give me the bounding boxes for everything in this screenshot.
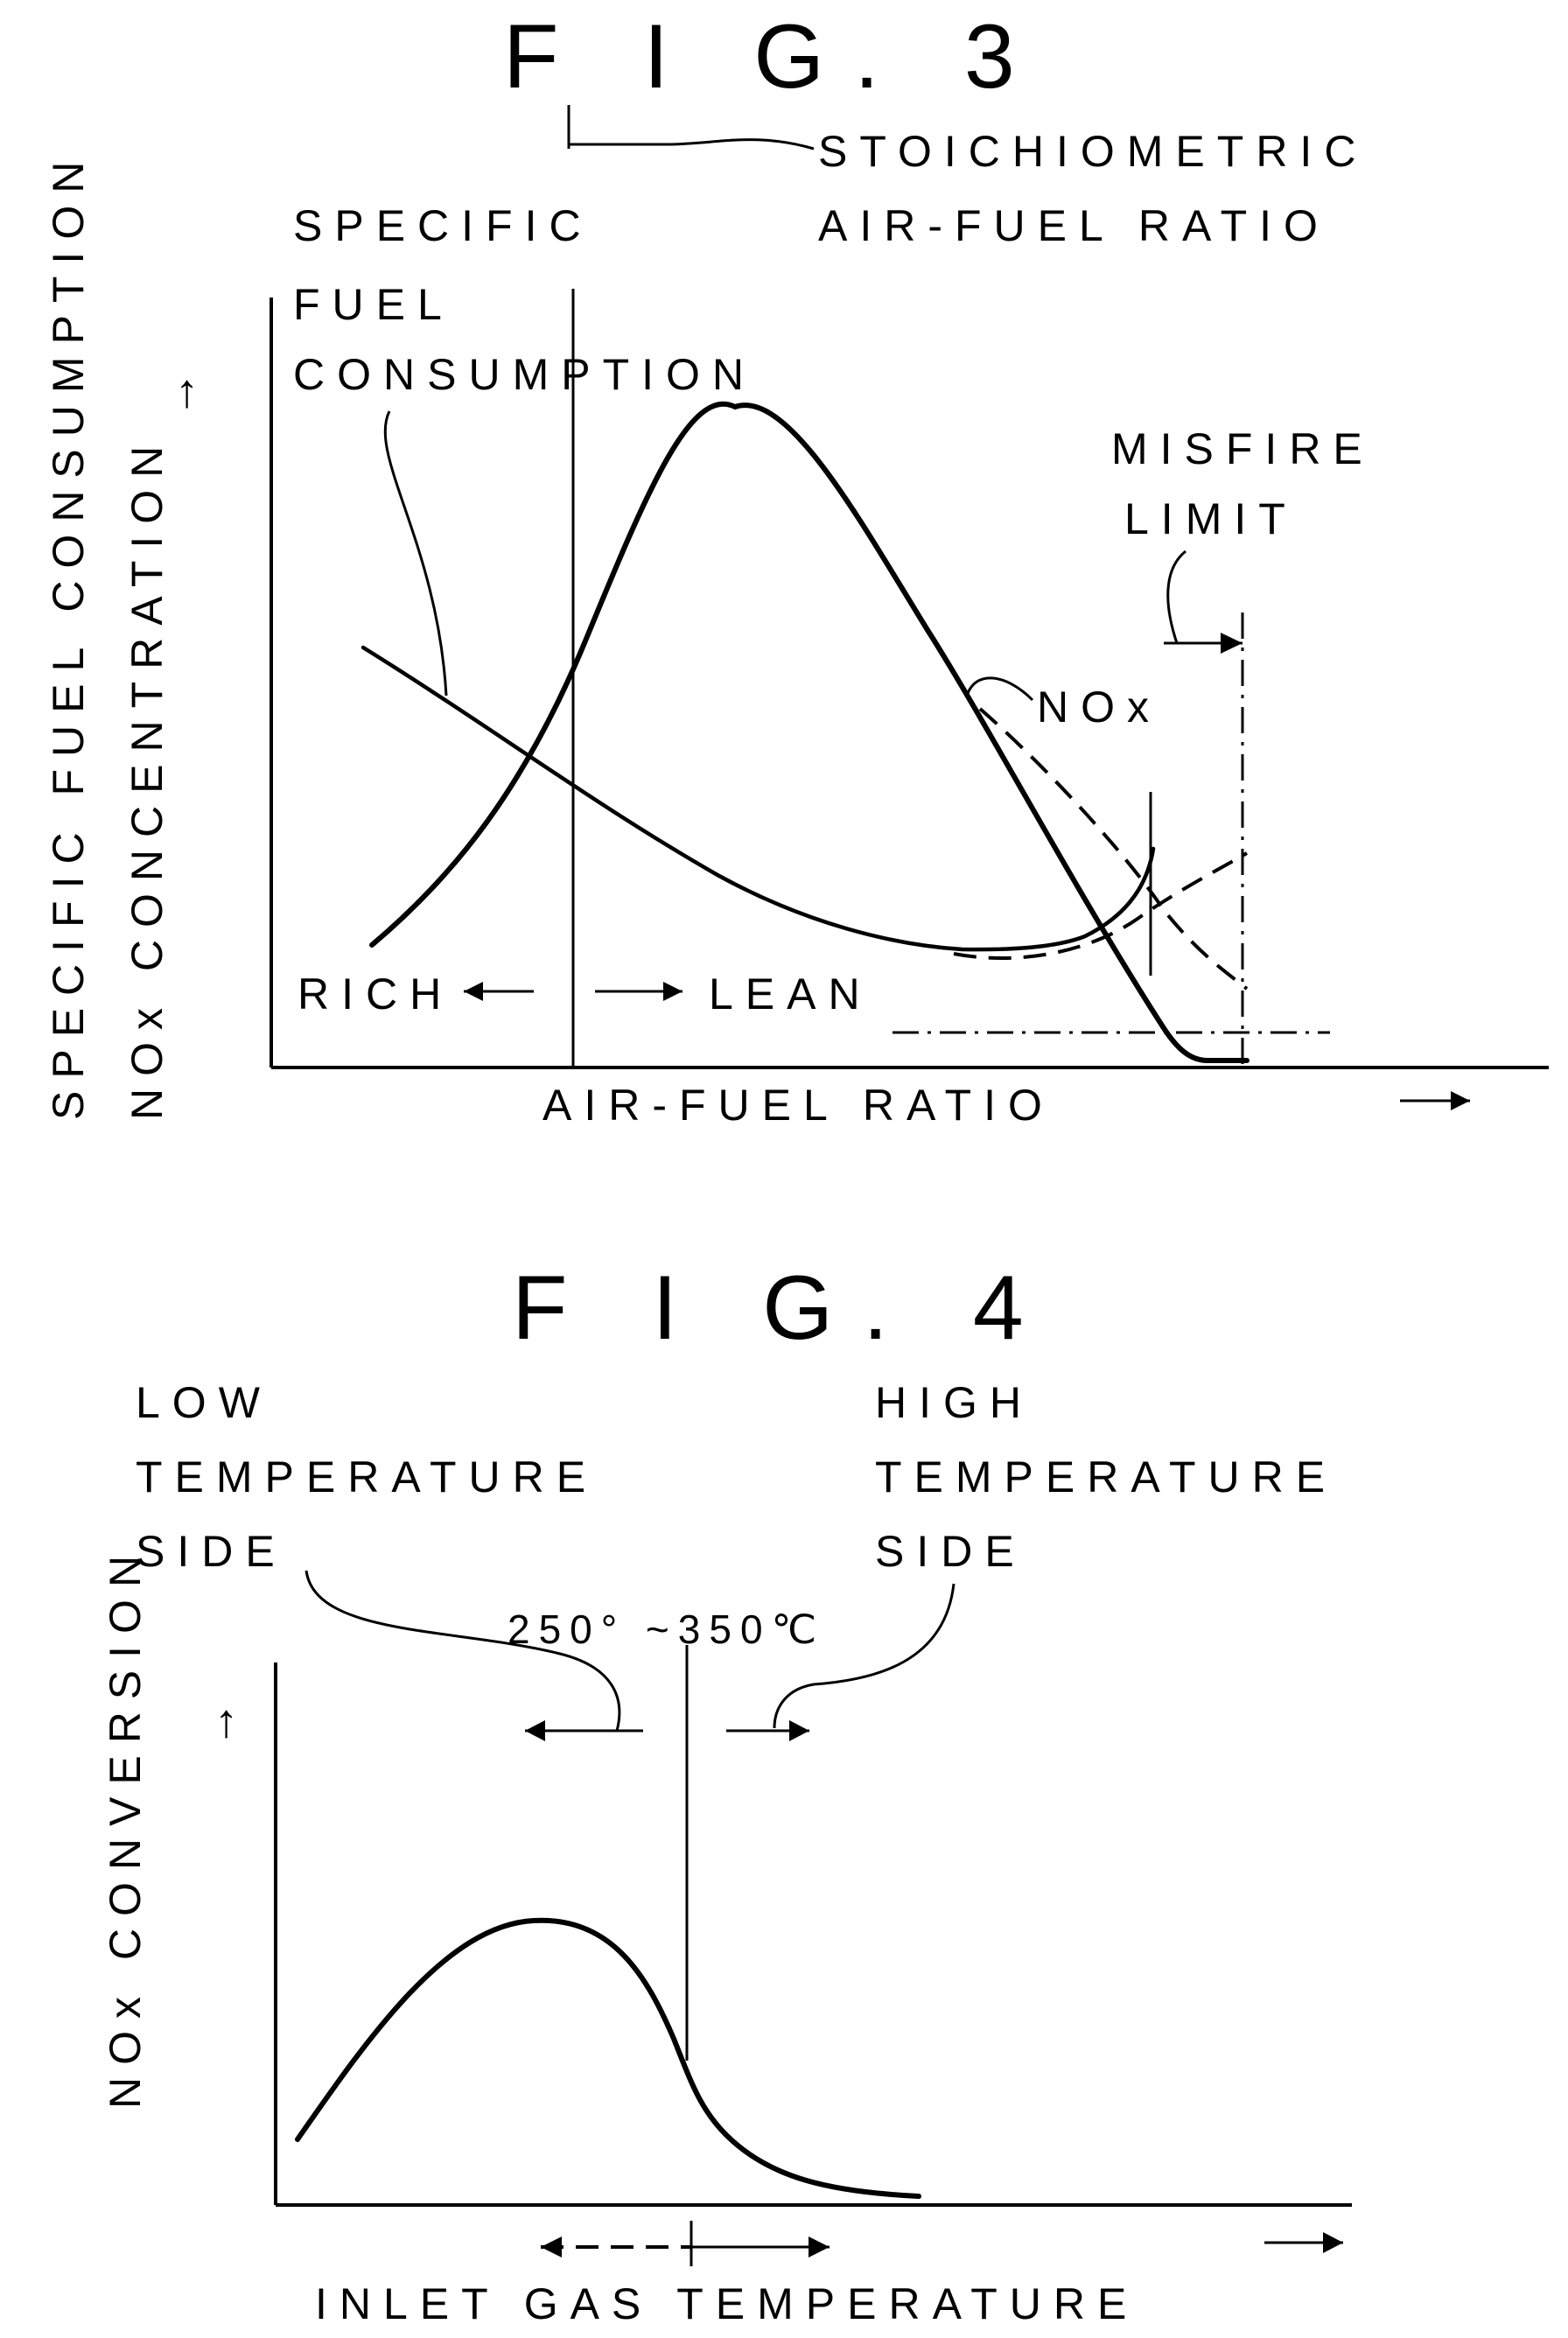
fig3-x-arrow-icon (1400, 1091, 1470, 1110)
low-temp-label-line3: SIDE (136, 1527, 287, 1576)
range-dashed-arrow-icon (541, 2236, 691, 2258)
fig3-y-label-line1: SPECIFIC FUEL CONSUMPTION (44, 150, 93, 1120)
lean-label: LEAN (709, 970, 872, 1018)
high-temp-label-line1: HIGH (875, 1378, 1033, 1427)
lean-arrow-icon (595, 982, 682, 1001)
fig3-y-arrow-icon: ↑ (175, 365, 199, 417)
fig3-x-label: AIR-FUEL RATIO (542, 1081, 1054, 1130)
low-temp-label-line2: TEMPERATURE (136, 1452, 598, 1502)
fig3-y-label-line2: NOx CONCENTRATION (122, 434, 172, 1120)
nox-conversion-curve (298, 1921, 919, 2196)
fig4-y-arrow-icon: ↑ (214, 1695, 238, 1747)
stoich-label-line1: STOICHIOMETRIC (818, 127, 1368, 176)
high-temp-leader-line (774, 1584, 954, 1728)
sfc-label-line3: CONSUMPTION (293, 350, 756, 399)
nox-label: NOx (1037, 682, 1161, 732)
sfc-curve (363, 648, 1153, 949)
stoich-label-line2: AIR-FUEL RATIO (818, 201, 1330, 250)
fig4-y-label: NOx CONVERSION (101, 1544, 150, 2109)
fig4-x-arrow-icon (1264, 2232, 1343, 2253)
sfc-dashed-branch (954, 853, 1247, 958)
figure-4: F I G. 4 LOW TEMPERATURE SIDE HIGH TEMPE… (101, 1257, 1352, 2328)
high-temp-label-line3: SIDE (875, 1527, 1026, 1576)
nox-curve (372, 404, 1247, 1060)
fig3-title: F I G. 3 (503, 6, 1045, 108)
sfc-leader-line (385, 411, 446, 696)
figure-3: F I G. 3 STOICHIOMETRIC AIR-FUEL RATIO S… (44, 6, 1549, 1130)
misfire-leader-line (1168, 551, 1186, 643)
high-temp-label-line2: TEMPERATURE (875, 1452, 1337, 1502)
low-temp-label-line1: LOW (136, 1378, 272, 1427)
fig4-x-label: INLET GAS TEMPERATURE (315, 2279, 1138, 2328)
low-temp-arrow-icon (525, 1720, 643, 1741)
temp-range-label: 250° ~350℃ (508, 1606, 825, 1652)
range-solid-arrow-icon (691, 2236, 830, 2258)
misfire-label-line1: MISFIRE (1111, 424, 1375, 473)
nox-leader-line (967, 678, 1032, 700)
stoich-leader-line (569, 105, 814, 149)
rich-label: RICH (298, 970, 453, 1018)
sfc-label-line1: SPECIFIC (293, 201, 593, 250)
rich-arrow-icon (464, 982, 534, 1001)
sfc-label-line2: FUEL (293, 280, 454, 329)
high-temp-arrow-icon (726, 1720, 809, 1741)
misfire-label-line2: LIMIT (1124, 494, 1298, 543)
fig4-title: F I G. 4 (512, 1257, 1054, 1359)
